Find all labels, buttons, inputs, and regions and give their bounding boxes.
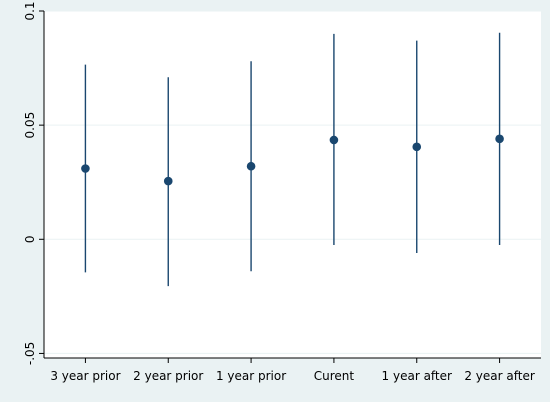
axes <box>39 10 541 363</box>
data-point <box>81 164 90 173</box>
data-point <box>163 176 173 186</box>
x-tick-label: 1 year prior <box>216 369 286 383</box>
y-tick-label: 0.1 <box>23 1 37 20</box>
data-point <box>495 134 504 144</box>
data-point <box>329 135 339 145</box>
y-tick-label: 0 <box>23 235 37 243</box>
plot-area <box>44 11 541 358</box>
tick-labels: -.05 0 0.05 0.1 3 year prior 2 year prior 1 ye… <box>23 1 535 383</box>
data-point <box>246 161 256 171</box>
x-tick-label: 3 year prior <box>50 369 120 383</box>
x-tick-label: 2 year prior <box>133 369 203 383</box>
x-tick-label: 2 year after <box>464 369 534 383</box>
y-tick-label: -.05 <box>23 342 37 365</box>
x-tick-label: Curent <box>314 369 355 383</box>
gridlines <box>44 10 541 354</box>
y-tick-label: 0.05 <box>23 112 37 139</box>
data-point <box>412 142 422 152</box>
x-tick-label: 1 year after <box>382 369 452 383</box>
point-estimates <box>81 134 504 186</box>
